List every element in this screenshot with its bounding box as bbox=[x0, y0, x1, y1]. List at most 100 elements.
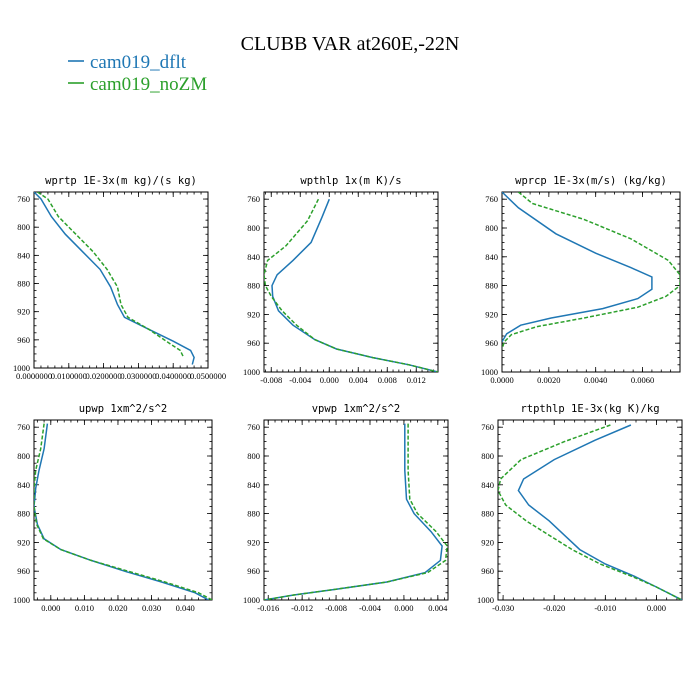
x-tick-label: 0.000 bbox=[41, 603, 60, 613]
y-tick-label: 840 bbox=[247, 480, 260, 490]
x-tick-label: -0.010 bbox=[594, 603, 616, 613]
panel-title: wpthlp 1x(m K)/s bbox=[300, 175, 401, 187]
y-tick-label: 920 bbox=[17, 537, 30, 547]
panel-2: wpthlp 1x(m K)/s 1000 960 920 880 840 800 760 -0… bbox=[243, 175, 439, 385]
x-tick-label: 0.010 bbox=[75, 603, 94, 613]
series-line-nozm bbox=[498, 424, 682, 600]
y-tick-label: 760 bbox=[247, 422, 260, 432]
x-tick-label: -0.016 bbox=[257, 603, 279, 613]
x-tick-label: 0.008 bbox=[378, 375, 397, 385]
plot-frame bbox=[263, 191, 439, 373]
panel-3: wprcp 1E-3x(m/s) (kg/kg) 1000 960 920 880 840… bbox=[481, 175, 681, 385]
series-line-nozm bbox=[264, 423, 448, 600]
plot-frame bbox=[497, 419, 683, 601]
series-line-nozm bbox=[37, 192, 185, 358]
y-tick-label: 800 bbox=[17, 222, 30, 232]
x-tick-label: 0.0020 bbox=[537, 375, 560, 385]
y-tick-label: 960 bbox=[17, 566, 30, 576]
x-tick-label: 0.000 bbox=[647, 603, 666, 613]
x-tick-label: 0.0400000 bbox=[155, 371, 191, 381]
x-tick-label: 0.0200000 bbox=[86, 371, 122, 381]
panel-title: rtpthlp 1E-3x(kg K)/kg bbox=[520, 403, 659, 415]
y-tick-label: 960 bbox=[485, 338, 498, 348]
x-tick-label: -0.012 bbox=[291, 603, 313, 613]
series-line-nozm bbox=[34, 423, 212, 600]
series-line-dflt bbox=[34, 192, 195, 365]
y-tick-label: 800 bbox=[17, 451, 30, 461]
y-tick-label: 800 bbox=[247, 451, 260, 461]
panel-title: wprcp 1E-3x(m/s) (kg/kg) bbox=[515, 175, 667, 187]
x-tick-label: 0.040 bbox=[176, 603, 195, 613]
y-tick-label: 800 bbox=[247, 223, 260, 233]
legend-label-dflt: cam019_dflt bbox=[90, 52, 187, 73]
y-tick-label: 920 bbox=[485, 309, 498, 319]
panel-title: wprtp 1E-3x(m kg)/(s kg) bbox=[45, 175, 197, 187]
x-tick-label: -0.020 bbox=[543, 603, 565, 613]
plot-frame bbox=[263, 419, 449, 601]
y-tick-label: 760 bbox=[17, 422, 30, 432]
y-tick-label: 880 bbox=[17, 509, 30, 519]
x-tick-label: 0.0000 bbox=[490, 375, 513, 385]
y-tick-label: 800 bbox=[485, 223, 498, 233]
y-tick-label: 920 bbox=[481, 537, 494, 547]
y-tick-label: 840 bbox=[481, 480, 494, 490]
x-tick-label: 0.000 bbox=[394, 603, 413, 613]
y-tick-label: 960 bbox=[247, 566, 260, 576]
y-tick-label: 840 bbox=[247, 252, 260, 262]
x-tick-label: 0.020 bbox=[108, 603, 127, 613]
series-line-dflt bbox=[271, 198, 438, 372]
y-tick-label: 1000 bbox=[243, 595, 260, 605]
x-tick-label: 0.030 bbox=[142, 603, 161, 613]
y-tick-label: 880 bbox=[247, 281, 260, 291]
x-tick-label: -0.008 bbox=[260, 375, 282, 385]
y-tick-label: 840 bbox=[17, 250, 30, 260]
y-tick-label: 960 bbox=[247, 338, 260, 348]
y-tick-label: 960 bbox=[481, 566, 494, 576]
series-line-nozm bbox=[502, 192, 680, 350]
figure-title: CLUBB VAR at260E,-22N bbox=[241, 33, 460, 55]
panel-4: upwp 1xm^2/s^2 1000 960 920 880 840 800 760 0.00… bbox=[13, 403, 213, 613]
plot-frame bbox=[33, 419, 213, 601]
x-tick-label: -0.004 bbox=[289, 375, 312, 385]
y-tick-label: 840 bbox=[485, 252, 498, 262]
series-line-nozm bbox=[264, 198, 438, 372]
series-line-dflt bbox=[34, 423, 209, 600]
x-tick-label: 0.012 bbox=[407, 375, 426, 385]
series-line-dflt bbox=[517, 424, 682, 600]
x-tick-label: -0.004 bbox=[359, 603, 382, 613]
x-tick-label: -0.030 bbox=[492, 603, 514, 613]
y-tick-label: 1000 bbox=[13, 595, 30, 605]
x-tick-label: 0.0000000 bbox=[16, 371, 52, 381]
y-tick-label: 1000 bbox=[481, 367, 498, 377]
x-tick-label: 0.0500000 bbox=[190, 371, 226, 381]
x-tick-label: 0.004 bbox=[428, 603, 448, 613]
plot-frame bbox=[33, 191, 209, 369]
series-line-dflt bbox=[502, 192, 653, 343]
y-tick-label: 880 bbox=[481, 509, 494, 519]
x-tick-label: 0.0040 bbox=[584, 375, 607, 385]
y-tick-label: 1000 bbox=[243, 367, 260, 377]
y-tick-label: 800 bbox=[481, 451, 494, 461]
legend-label-nozm: cam019_noZM bbox=[90, 74, 207, 95]
y-tick-label: 880 bbox=[17, 279, 30, 289]
y-tick-label: 1000 bbox=[477, 595, 494, 605]
x-tick-label: 0.0060 bbox=[631, 375, 654, 385]
panel-6: rtpthlp 1E-3x(kg K)/kg 1000 960 920 880 840 80… bbox=[477, 403, 683, 613]
x-tick-label: 0.0100000 bbox=[51, 371, 87, 381]
legend: cam019_dflt cam019_noZM bbox=[68, 52, 207, 95]
y-tick-label: 920 bbox=[247, 537, 260, 547]
series-line-dflt bbox=[264, 423, 443, 600]
y-tick-label: 920 bbox=[17, 307, 30, 317]
y-tick-label: 960 bbox=[17, 335, 30, 345]
y-tick-label: 840 bbox=[17, 480, 30, 490]
y-tick-label: 880 bbox=[485, 281, 498, 291]
panel-1: wprtp 1E-3x(m kg)/(s kg) 1000 960 920 880 840… bbox=[13, 175, 226, 381]
y-tick-label: 1000 bbox=[13, 363, 30, 373]
x-tick-label: 0.0300000 bbox=[120, 371, 156, 381]
panel-5: vpwp 1xm^2/s^2 1000 960 920 880 840 800 760 -0.0… bbox=[243, 403, 449, 613]
plot-frame bbox=[501, 191, 681, 373]
y-tick-label: 880 bbox=[247, 509, 260, 519]
panel-grid: wprtp 1E-3x(m kg)/(s kg) 1000 960 920 880 840… bbox=[13, 175, 683, 613]
x-tick-label: 0.000 bbox=[320, 375, 339, 385]
